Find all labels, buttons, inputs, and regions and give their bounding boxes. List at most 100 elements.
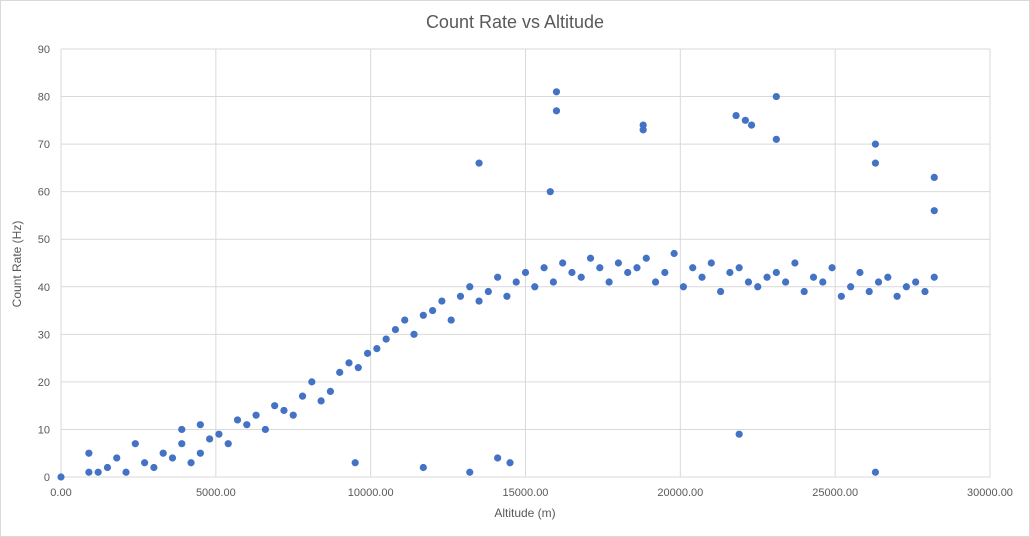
y-tick-label: 0 [44, 472, 50, 484]
data-point [856, 268, 864, 277]
data-point [754, 283, 762, 291]
data-point [419, 311, 427, 319]
data-point [494, 454, 502, 462]
x-tick-label: 20000.00 [657, 487, 703, 499]
data-point [233, 416, 242, 424]
data-point [732, 111, 740, 120]
data-point [122, 468, 130, 476]
data-point [429, 306, 437, 315]
y-tick-label: 70 [38, 139, 50, 151]
data-point [326, 387, 335, 395]
data-point [747, 121, 756, 129]
data-point [930, 207, 938, 215]
data-point [531, 283, 539, 291]
data-point [141, 459, 149, 467]
data-point [772, 92, 780, 101]
data-point [837, 292, 845, 300]
data-point [549, 278, 557, 286]
data-point [735, 264, 743, 272]
data-point [419, 463, 427, 472]
data-point [763, 273, 771, 281]
data-point [871, 468, 880, 476]
data-point [552, 107, 561, 115]
data-point [363, 349, 372, 357]
data-point [503, 292, 511, 300]
data-point [206, 435, 214, 443]
data-point [215, 430, 223, 438]
data-point [568, 268, 576, 277]
data-point [716, 287, 725, 296]
data-point [57, 473, 65, 481]
data-point [252, 411, 260, 419]
y-tick-label: 20 [38, 377, 50, 389]
data-point [484, 287, 492, 296]
data-point [559, 259, 567, 267]
data-point [624, 268, 632, 277]
data-point [651, 278, 660, 286]
data-point [308, 378, 316, 386]
chart-title: Count Rate vs Altitude [425, 12, 605, 32]
data-point [85, 468, 93, 476]
y-tick-label: 90 [38, 44, 50, 56]
data-point [605, 278, 613, 286]
data-point [289, 411, 297, 419]
data-point [698, 273, 706, 281]
data-point [475, 297, 483, 305]
data-point [336, 368, 344, 376]
y-tick-label: 10 [38, 424, 50, 436]
data-point [586, 254, 595, 262]
x-tick-label: 15000.00 [503, 487, 549, 499]
data-point [772, 268, 780, 277]
data-point [893, 292, 901, 300]
data-point [689, 264, 697, 272]
data-point [930, 173, 938, 181]
data-point [113, 454, 121, 462]
data-point [85, 449, 93, 457]
data-point [382, 335, 390, 343]
x-axis-label: Altitude (m) [494, 506, 556, 520]
data-point [456, 292, 465, 300]
data-point [196, 421, 204, 429]
data-point [354, 364, 362, 372]
data-point [298, 392, 307, 400]
data-point [577, 273, 585, 281]
data-point [261, 425, 269, 434]
data-point [741, 116, 749, 124]
x-tick-label: 25000.00 [812, 487, 858, 499]
data-point [373, 345, 381, 353]
data-point [447, 316, 455, 324]
data-point [187, 459, 195, 467]
data-point [410, 330, 418, 338]
data-point [521, 268, 530, 277]
data-point [391, 325, 400, 334]
data-point [884, 273, 892, 281]
data-point [540, 264, 548, 272]
data-point [494, 273, 502, 281]
data-point [351, 459, 359, 467]
data-point [679, 283, 688, 291]
x-tick-label: 30000.00 [967, 487, 1013, 499]
data-point [466, 283, 474, 291]
y-tick-label: 50 [38, 234, 50, 246]
data-point [317, 397, 325, 405]
data-point [847, 283, 855, 291]
data-point [271, 402, 279, 410]
data-point [168, 454, 177, 462]
data-point [401, 316, 409, 324]
data-point [243, 421, 251, 429]
data-point [642, 254, 650, 262]
data-point [475, 159, 483, 167]
data-point [726, 268, 734, 277]
data-point [131, 440, 139, 448]
data-point [930, 273, 938, 281]
data-point [828, 264, 836, 272]
data-point [345, 359, 353, 367]
data-point [819, 278, 827, 286]
data-point [874, 278, 883, 286]
data-point [921, 287, 929, 296]
data-point [809, 273, 818, 281]
data-point [103, 463, 112, 472]
data-point [772, 135, 780, 143]
